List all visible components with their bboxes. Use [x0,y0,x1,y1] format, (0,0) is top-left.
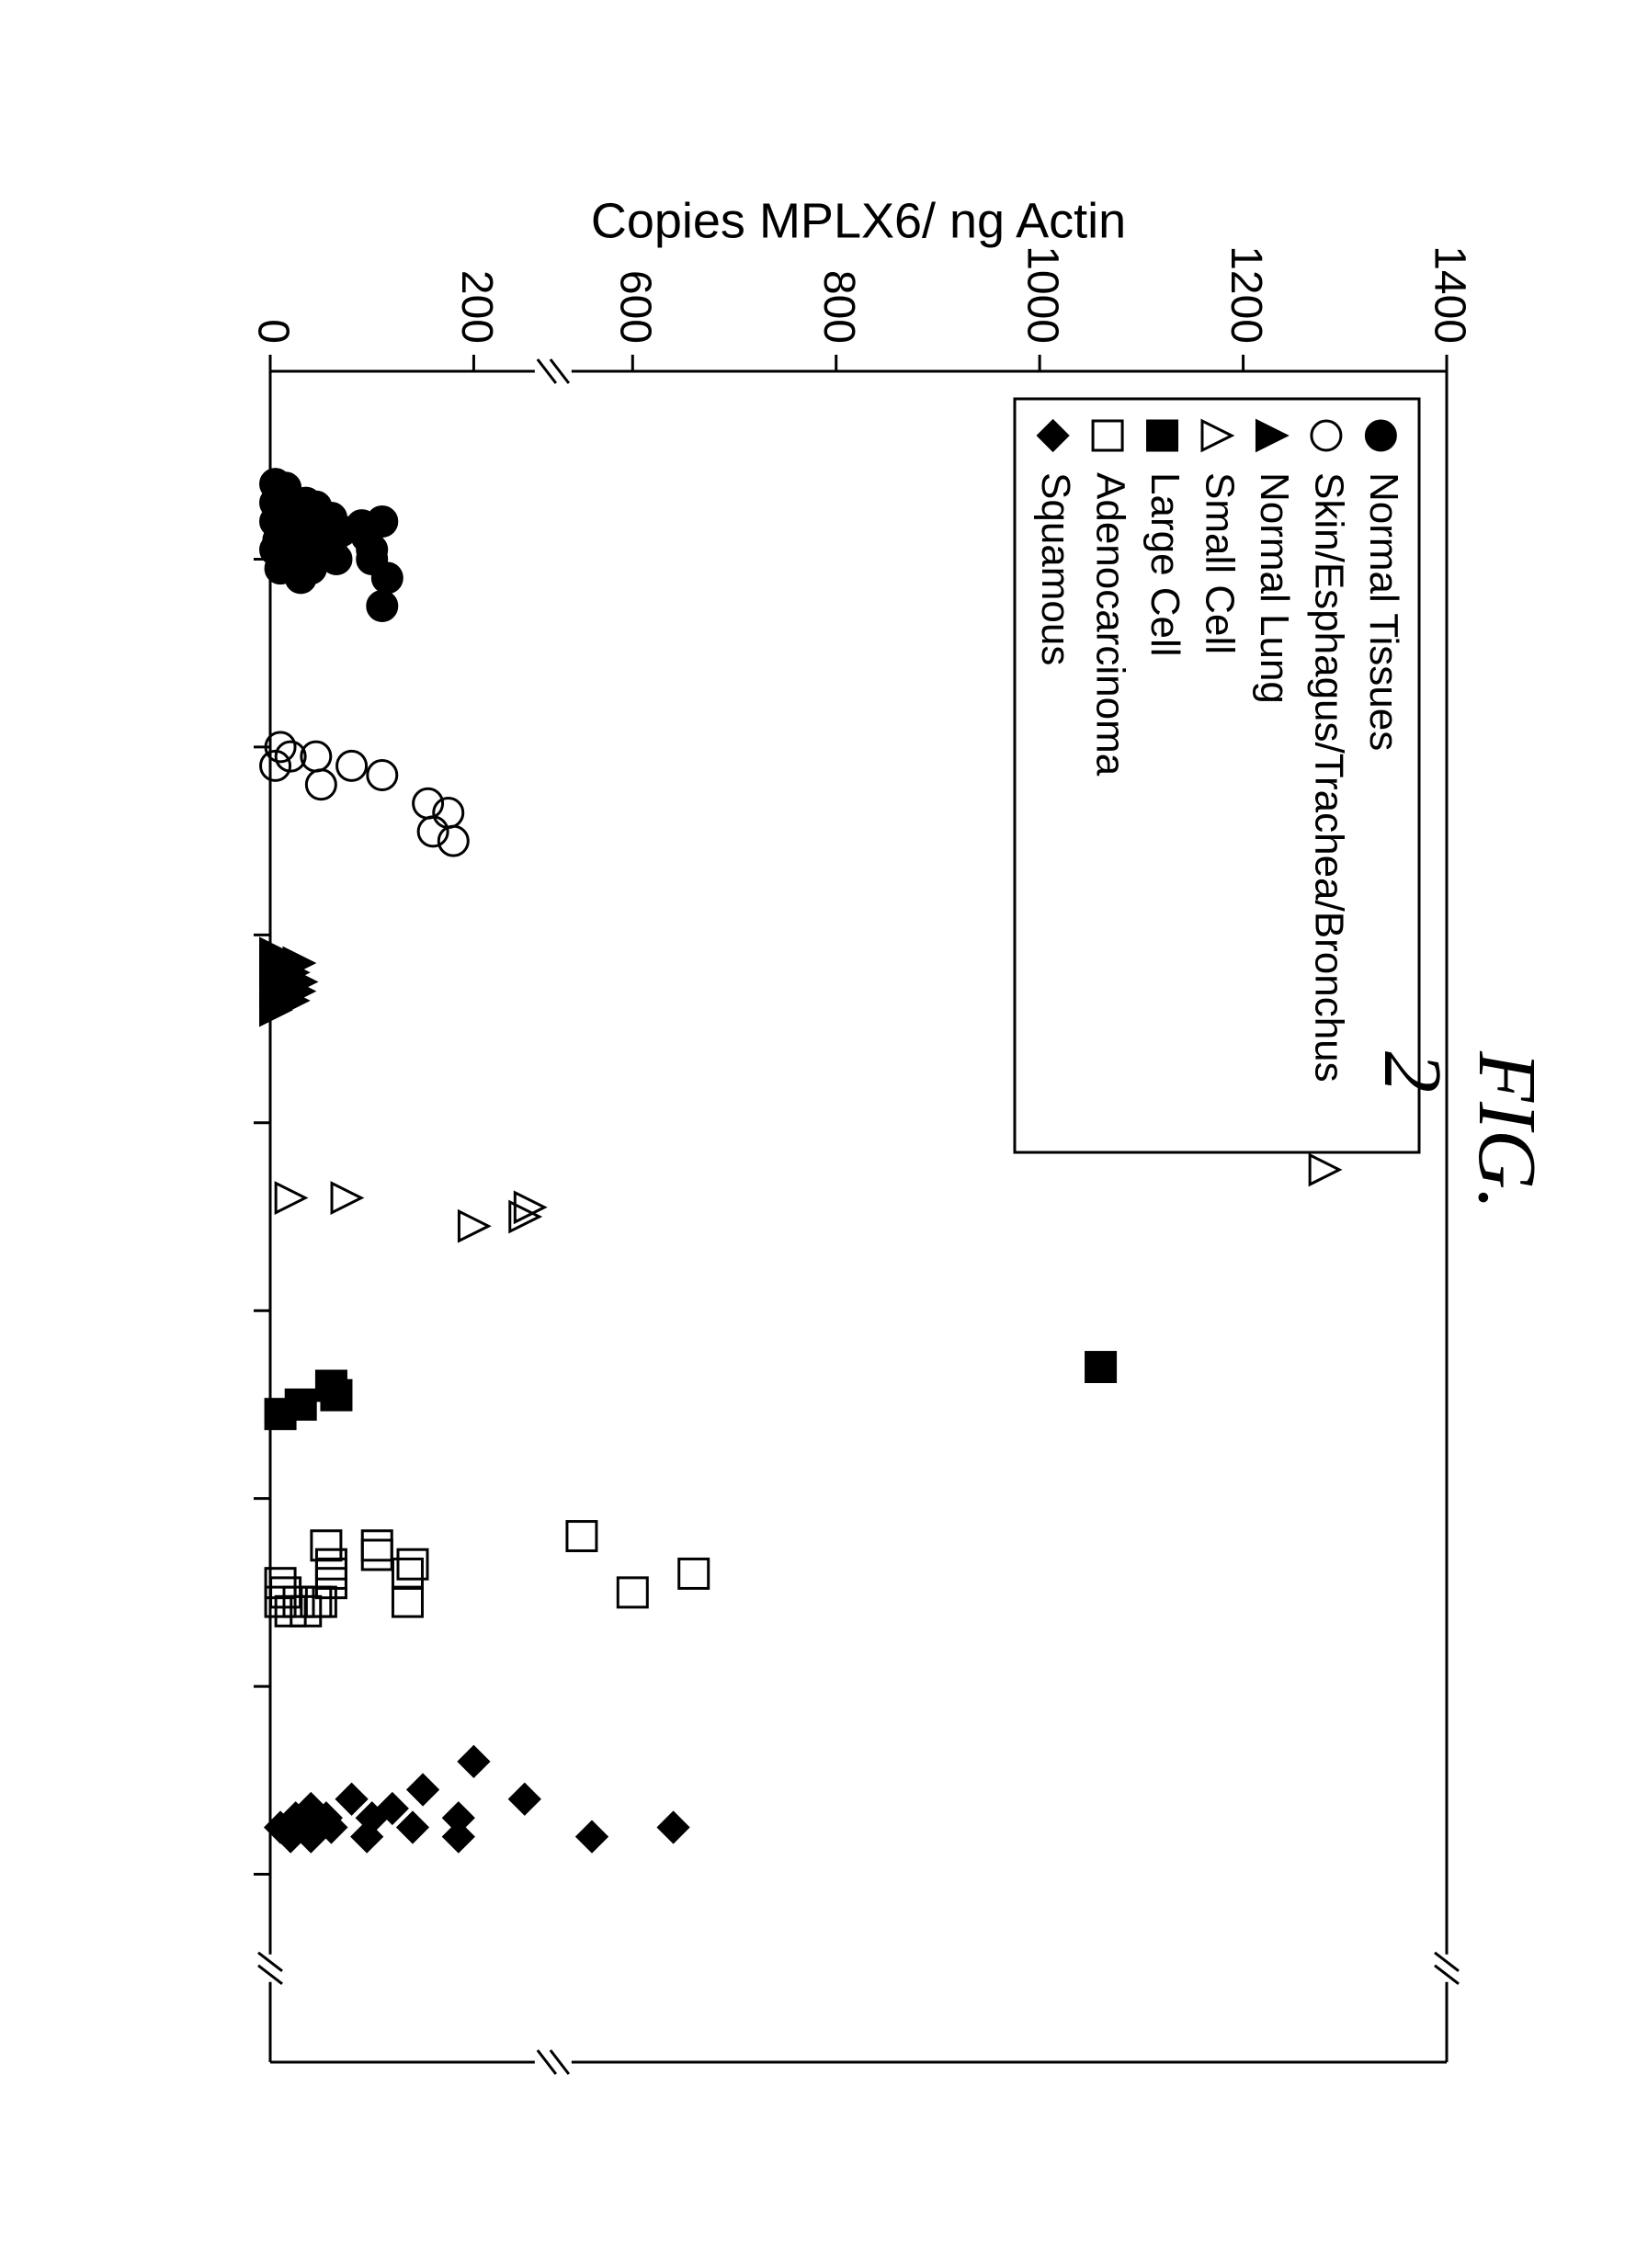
series-normal-lung [261,939,316,1025]
series-adenocarcinoma [266,1522,709,1627]
data-point [618,1578,647,1607]
page: 0 200 600 800 1000 1200 1400 Copies MPLX6/ ng A… [0,0,1625,2268]
series-skin-etc [261,732,469,856]
svg-text:200: 200 [452,270,501,344]
data-point [286,563,315,593]
legend-label: Small Cell [1197,472,1242,654]
legend-label: Squamous [1033,472,1078,665]
data-point [459,1747,488,1776]
data-point [372,563,402,593]
data-point [577,1822,607,1852]
data-point [368,507,397,537]
legend-label: Normal Tissues [1361,472,1406,751]
scatter-chart: 0 200 600 800 1000 1200 1400 Copies MPLX6/ ng A… [123,169,1502,2099]
data-point [679,1559,709,1588]
data-point [510,1785,540,1814]
legend-label: Large Cell [1142,472,1188,657]
legend-label: Skin/Esphagus/Trachea/Bronchus [1306,472,1351,1083]
svg-text:600: 600 [611,270,660,344]
data-point [392,1587,422,1616]
data-point [322,1380,351,1410]
data-point [368,761,397,790]
data-point [444,1822,473,1852]
svg-text:1400: 1400 [1425,245,1473,344]
data-point [398,1812,427,1842]
data-point [1086,1353,1116,1382]
data-point [284,1587,313,1616]
data-point [316,1559,346,1588]
series-large-cell [266,1353,1116,1429]
data-point [332,1184,361,1213]
series-small-cell [276,1155,1339,1241]
series-squamous [266,1747,688,1852]
data-point [362,1540,392,1570]
data-point [337,1785,367,1814]
data-point [659,1812,688,1842]
data-point [337,751,367,780]
svg-text:800: 800 [814,270,863,344]
data-point [567,1522,597,1551]
data-point [276,1184,305,1213]
figure-caption: FIG. 2 [1365,1051,1554,1217]
data-point [362,1531,392,1560]
data-point [1310,1155,1339,1185]
legend-marker-large-cell [1148,421,1177,450]
data-point [408,1775,438,1805]
legend-label: Adenocarcinoma [1087,472,1132,777]
data-point [306,770,335,799]
legend: Normal TissuesSkin/Esphagus/Trachea/Bron… [1015,399,1419,1152]
svg-text:1000: 1000 [1017,245,1066,344]
legend-label: Normal Lung [1252,472,1297,704]
data-point [459,1211,488,1241]
series-normal-tissues [261,470,403,621]
svg-text:0: 0 [248,319,297,344]
svg-text:1200: 1200 [1222,245,1270,344]
data-point [368,592,397,621]
data-point [286,1389,315,1419]
legend-marker-normal-tissues [1366,421,1395,450]
y-axis-label: Copies MPLX6/ ng Actin [591,193,1126,248]
